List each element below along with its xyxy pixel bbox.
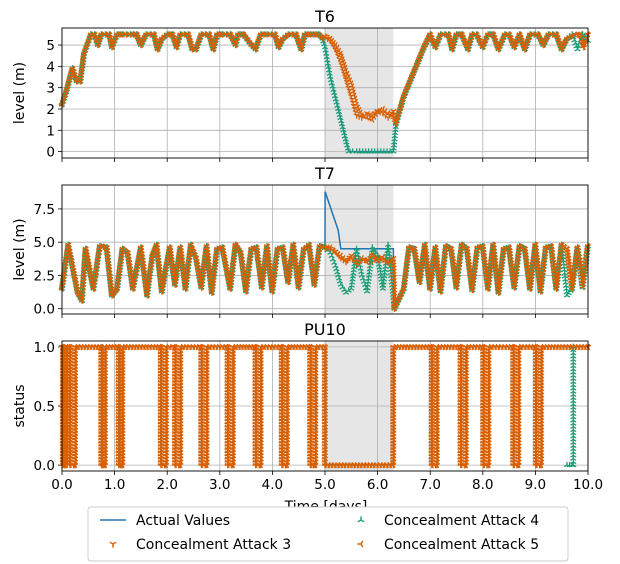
data-point — [87, 31, 94, 38]
data-point — [267, 31, 274, 38]
data-point — [123, 31, 129, 38]
y-tick-label: 0.5 — [34, 399, 55, 415]
data-point — [263, 31, 270, 38]
y-tick-label: 0 — [46, 145, 55, 161]
y-tick-label: 1.0 — [34, 340, 55, 356]
panel-title: T6 — [314, 7, 335, 26]
data-point — [202, 31, 208, 38]
y-tick-label: 5 — [46, 38, 55, 54]
series-attack5 — [58, 31, 591, 128]
x-tick-label: 2.0 — [156, 477, 177, 493]
x-tick-label: 10.0 — [573, 477, 603, 493]
x-tick-label: 9.0 — [525, 477, 546, 493]
x-tick-label: 6.0 — [367, 477, 388, 493]
y-tick-label: 3 — [46, 81, 55, 97]
y-tick-label: 2.5 — [34, 268, 55, 284]
attack-window — [325, 28, 394, 158]
panel-t7: 0.0 2.5 5.0 7.5 T7 level (m) — [12, 164, 592, 318]
data-point — [285, 31, 291, 38]
data-point — [146, 31, 153, 38]
data-point — [288, 31, 295, 38]
data-point — [177, 31, 183, 38]
data-point — [119, 31, 125, 38]
panel-pu10: 0.0 1.0 2.0 3.0 4.0 5.0 6.0 7.0 8.0 9.0 10.0 0.0 0.5… — [12, 320, 603, 493]
y-axis-label: level (m) — [12, 218, 28, 280]
y-axis-label: level (m) — [12, 62, 28, 124]
x-tick-label: 7.0 — [419, 477, 440, 493]
panel-title: T7 — [314, 164, 335, 183]
x-tick-label: 8.0 — [472, 477, 493, 493]
y-tick-label: 4 — [46, 59, 55, 75]
data-point — [142, 31, 149, 38]
y-tick-label: 0.0 — [34, 302, 55, 318]
x-tick-label: 1.0 — [104, 477, 125, 493]
y-tick-label: 1 — [46, 123, 55, 139]
chart-panels: 0 1 2 3 4 5 T6 level (m) 0.0 2.5 5.0 7.5 T7 level (m)… — [12, 7, 603, 493]
x-tick-label: 4.0 — [262, 477, 283, 493]
y-tick-label: 5.0 — [34, 235, 55, 251]
data-point — [102, 31, 108, 38]
x-tick-label: 0.0 — [51, 477, 72, 493]
panel-t6: 0 1 2 3 4 5 T6 level (m) — [12, 7, 592, 162]
data-point — [223, 31, 229, 38]
data-point — [189, 46, 195, 53]
data-point — [198, 31, 204, 38]
y-tick-label: 2 — [46, 102, 55, 118]
data-point — [219, 31, 225, 38]
x-tick-label: 5.0 — [314, 477, 335, 493]
data-point — [98, 31, 104, 38]
y-tick-label: 7.5 — [34, 202, 55, 218]
data-point — [73, 78, 79, 85]
y-tick-label: 0.0 — [34, 458, 55, 474]
x-tick-label: 3.0 — [209, 477, 230, 493]
data-point — [181, 31, 187, 38]
